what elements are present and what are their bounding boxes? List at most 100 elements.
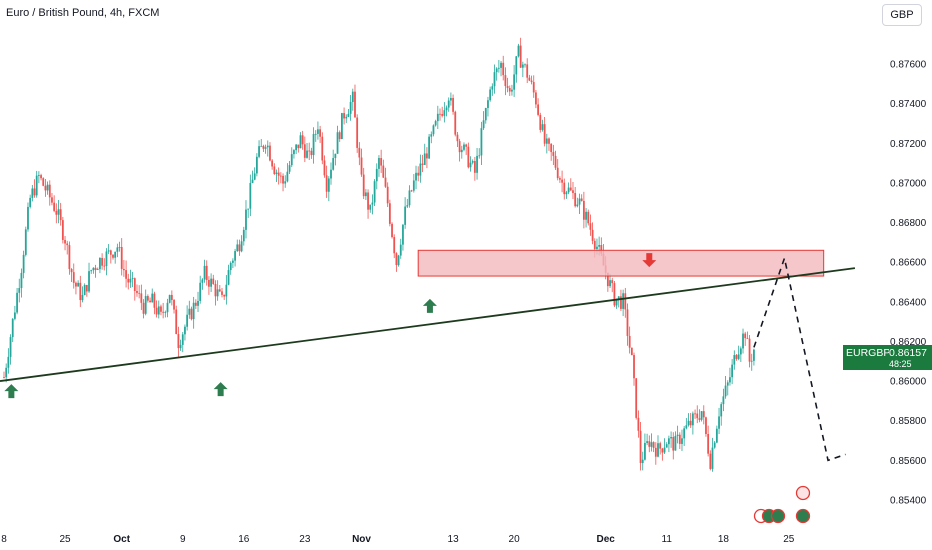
candle-body (85, 285, 88, 292)
green-up-arrow-icon (422, 298, 437, 313)
candle-body (753, 349, 755, 361)
y-tick-label: 0.85600 (890, 456, 927, 467)
candle-body (709, 453, 712, 469)
candle-body (504, 75, 507, 87)
candle-body (164, 312, 167, 313)
candle-body (380, 158, 383, 166)
candle-body (107, 250, 110, 252)
candle-body (7, 356, 10, 368)
candle-body (639, 430, 642, 464)
candle-body (489, 89, 492, 101)
candle-body (419, 163, 422, 176)
candle-body (162, 311, 165, 313)
candle-body (593, 240, 596, 249)
candle-body (452, 97, 454, 112)
candle-body (319, 129, 321, 137)
candle-body (657, 443, 659, 457)
candle-body (519, 45, 522, 68)
candle-body (258, 146, 260, 157)
candle-body (223, 294, 226, 297)
candle-body (456, 134, 459, 142)
candle-body (454, 111, 457, 135)
currency-button[interactable]: GBP (882, 4, 922, 26)
candle-body (251, 179, 254, 184)
symbol-label: EURGBP (846, 347, 891, 359)
candle-body (580, 198, 583, 201)
candle-body (724, 385, 727, 397)
candle-body (279, 175, 282, 177)
candle-body (314, 133, 317, 135)
candle-body (238, 244, 241, 252)
symbol-tag: EURGBP (843, 345, 891, 370)
candle-body (567, 187, 570, 193)
candle-body (611, 280, 614, 284)
candle-body (81, 294, 84, 301)
candle-body (443, 110, 446, 116)
candle-body (293, 150, 295, 155)
candle-body (332, 158, 335, 170)
candle-body (336, 132, 339, 154)
candle-body (426, 153, 428, 159)
support-zone (417, 249, 825, 277)
candle-body (748, 338, 751, 362)
candle-body (373, 181, 376, 203)
y-tick-label: 0.87200 (890, 139, 927, 150)
candle-body (484, 108, 487, 121)
candle-body (511, 89, 513, 92)
candle-body (556, 167, 559, 179)
candle-body (364, 192, 367, 197)
candle-body (190, 308, 193, 320)
candle-body (96, 269, 99, 270)
candle-body (44, 185, 47, 191)
candle-body (301, 135, 304, 145)
x-tick-label: 13 (448, 534, 460, 545)
green-up-arrow-icon (213, 382, 228, 397)
y-tick-label: 0.85400 (890, 496, 927, 507)
candle-body (676, 434, 679, 436)
candle-body (149, 300, 151, 303)
candle-body (705, 417, 707, 435)
candle-body (197, 300, 199, 306)
candle-body (587, 211, 590, 224)
candle-body (674, 435, 677, 451)
candle-body (432, 125, 435, 135)
candle-body (216, 289, 219, 297)
candle-body (428, 136, 430, 159)
candle-body (367, 192, 369, 210)
candle-body (637, 417, 640, 431)
candle-body (290, 154, 293, 166)
candle-body (633, 355, 635, 379)
candle-body (255, 156, 258, 174)
candle-body (354, 91, 356, 118)
candle-body (715, 428, 718, 443)
candle-body (118, 247, 121, 248)
candle-body (112, 254, 114, 258)
candle-body (711, 447, 714, 469)
candle-body (554, 155, 557, 168)
candle-body (123, 268, 125, 271)
candle-body (168, 294, 171, 303)
candle-body (232, 260, 234, 263)
candle-body (79, 282, 82, 301)
candle-body (27, 206, 29, 230)
candle-body (5, 367, 8, 378)
event-icons-layer (753, 485, 811, 524)
candle-body (378, 158, 380, 169)
candle-body (369, 204, 372, 210)
candle-body (582, 200, 585, 220)
candle-body (334, 153, 337, 159)
candle-body (696, 413, 699, 419)
candle-body (386, 186, 389, 204)
y-tick-label: 0.86200 (890, 337, 927, 348)
candle-body (742, 333, 744, 349)
candle-body (399, 244, 402, 256)
candle-body (236, 244, 239, 252)
candle-body (487, 100, 489, 109)
candle-body (53, 202, 56, 211)
candle-body (382, 165, 385, 178)
candle-body (685, 425, 688, 429)
candle-body (345, 116, 348, 119)
candle-body (3, 377, 5, 378)
candle-body (648, 441, 651, 447)
